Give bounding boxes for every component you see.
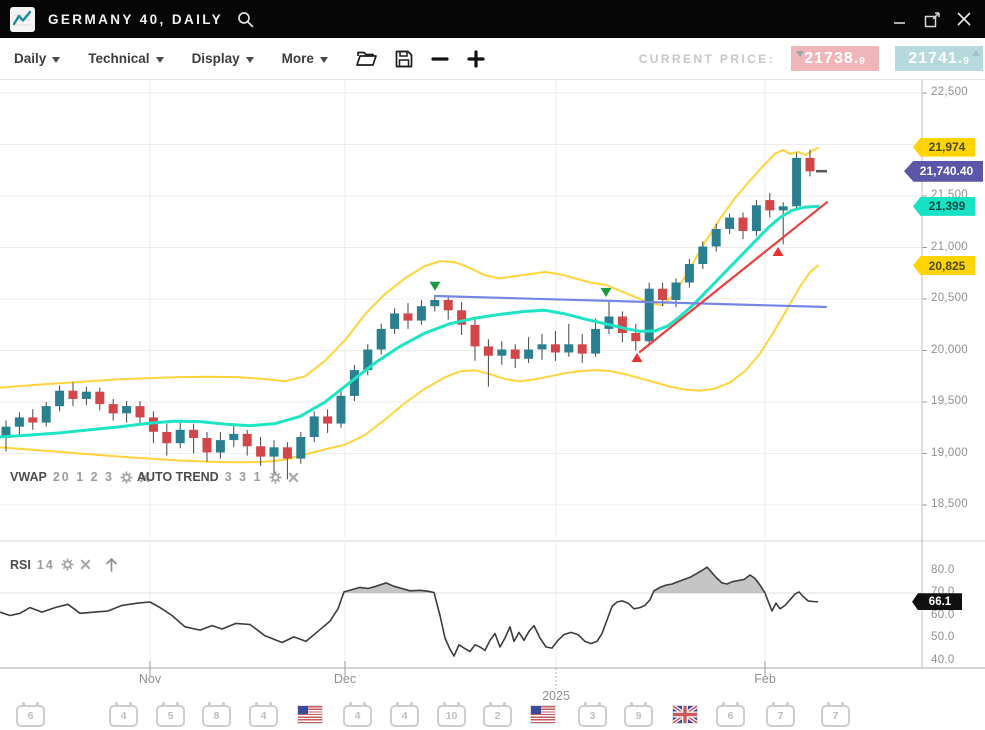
timeframe-menu[interactable]: Daily <box>14 51 61 67</box>
move-pane-up-icon[interactable] <box>105 557 118 572</box>
technical-menu-label: Technical <box>88 51 150 66</box>
zoom-in-icon[interactable] <box>467 49 485 68</box>
close-icon[interactable] <box>951 6 977 32</box>
rsi-indicator-label: RSI 14 <box>10 557 118 572</box>
buy-price-button[interactable]: 21741. 9 <box>895 46 983 71</box>
remove-indicator-icon[interactable] <box>80 559 91 570</box>
vwap-indicator-label: VWAP 20 1 2 3 <box>10 470 150 484</box>
calendar-event-icon[interactable]: 4 <box>249 702 278 727</box>
search-icon[interactable] <box>237 11 254 28</box>
autotrend-name: AUTO TREND <box>137 470 219 484</box>
calendar-event-icon[interactable]: 7 <box>821 702 850 727</box>
current-price-panel: CURRENT PRICE: 21738. 9 21741. 9 <box>639 46 985 71</box>
rsi-params: 14 <box>36 557 55 572</box>
remove-indicator-icon[interactable] <box>288 472 299 483</box>
gear-icon[interactable] <box>269 471 282 484</box>
remove-indicator-icon[interactable] <box>139 472 150 483</box>
calendar-event-icon[interactable]: 5 <box>156 702 185 727</box>
sell-price-button[interactable]: 21738. 9 <box>791 46 879 71</box>
title-bar: GERMANY 40, DAILY <box>0 0 985 38</box>
chevron-down-icon <box>155 56 164 67</box>
rsi-name: RSI <box>10 557 31 572</box>
more-menu-label: More <box>281 51 314 66</box>
us-flag-icon[interactable] <box>298 706 322 723</box>
window-title: GERMANY 40, DAILY <box>48 11 224 27</box>
calendar-event-icon[interactable]: 2 <box>483 702 512 727</box>
buy-price-value: 21741. <box>908 49 964 67</box>
calendar-event-icon[interactable]: 4 <box>109 702 138 727</box>
uk-flag-icon[interactable] <box>673 706 697 723</box>
us-flag-icon[interactable] <box>531 706 555 723</box>
current-price-label: CURRENT PRICE: <box>638 51 775 66</box>
autotrend-indicator-label: AUTO TREND 3 3 1 <box>137 470 299 484</box>
display-menu[interactable]: Display <box>192 51 254 67</box>
zoom-out-icon[interactable] <box>431 50 449 68</box>
gear-icon[interactable] <box>61 558 74 571</box>
vwap-params: 20 1 2 3 <box>52 470 114 484</box>
chevron-down-icon <box>52 56 61 67</box>
more-menu[interactable]: More <box>282 51 328 67</box>
gear-icon[interactable] <box>120 471 133 484</box>
buy-price-decimal: 9 <box>963 56 970 67</box>
arrow-down-icon <box>796 51 804 57</box>
calendar-event-icon[interactable]: 6 <box>716 702 745 727</box>
sell-price-decimal: 9 <box>859 56 866 67</box>
calendar-event-icon[interactable]: 4 <box>390 702 419 727</box>
chart-toolbar: Daily Technical Display More <box>0 38 985 80</box>
app-logo-icon <box>10 6 35 32</box>
sell-price-value: 21738. <box>804 49 860 67</box>
arrow-up-icon <box>972 50 980 56</box>
calendar-event-icon[interactable]: 10 <box>437 702 466 727</box>
calendar-event-icon[interactable]: 9 <box>624 702 653 727</box>
vwap-name: VWAP <box>10 470 47 484</box>
timeframe-menu-label: Daily <box>14 51 47 66</box>
technical-menu[interactable]: Technical <box>88 51 164 67</box>
calendar-event-icon[interactable]: 6 <box>16 702 45 727</box>
calendar-event-icon[interactable]: 4 <box>343 702 372 727</box>
window-controls <box>887 6 985 32</box>
calendar-event-icon[interactable]: 8 <box>202 702 231 727</box>
chevron-down-icon <box>245 56 254 67</box>
calendar-event-icon[interactable]: 3 <box>578 702 607 727</box>
display-menu-label: Display <box>191 51 240 66</box>
save-icon[interactable] <box>395 50 413 68</box>
popout-icon[interactable] <box>919 6 945 32</box>
open-folder-icon[interactable] <box>356 50 377 67</box>
calendar-event-icon[interactable]: 7 <box>766 702 795 727</box>
autotrend-params: 3 3 1 <box>224 470 263 484</box>
chevron-down-icon <box>319 56 328 67</box>
minimize-icon[interactable] <box>887 6 913 32</box>
